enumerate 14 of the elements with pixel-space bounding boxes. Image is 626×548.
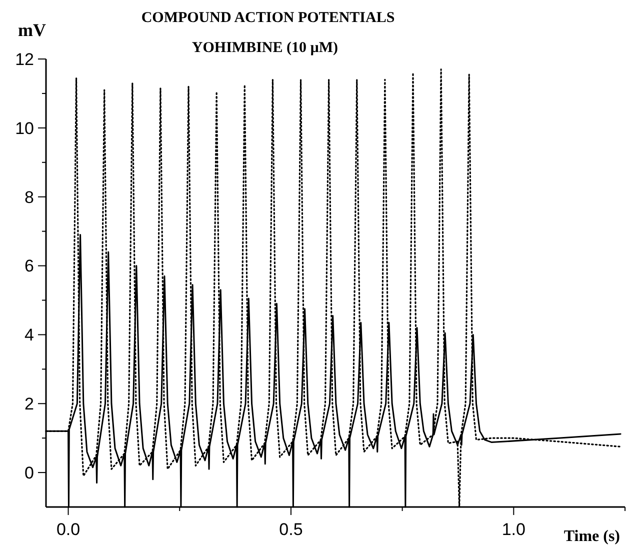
y-tick-label: 10 xyxy=(15,118,34,138)
y-tick-label: 6 xyxy=(24,256,34,276)
x-tick-label: 1.0 xyxy=(502,520,526,539)
y-tick-label: 2 xyxy=(24,394,34,414)
chart-subtitle: YOHIMBINE (10 µM) xyxy=(192,40,338,56)
y-axis-title: mV xyxy=(18,20,46,40)
x-tick-label: 0.0 xyxy=(56,520,80,539)
y-tick-label: 4 xyxy=(24,326,34,345)
x-tick-label: 0.5 xyxy=(279,520,303,539)
y-tick-label: 8 xyxy=(24,188,34,207)
chart-title: COMPOUND ACTION POTENTIALS xyxy=(141,10,395,26)
x-axis-title: Time (s) xyxy=(564,528,620,545)
y-tick-label: 0 xyxy=(24,463,34,482)
y-tick-label: 12 xyxy=(15,50,34,69)
